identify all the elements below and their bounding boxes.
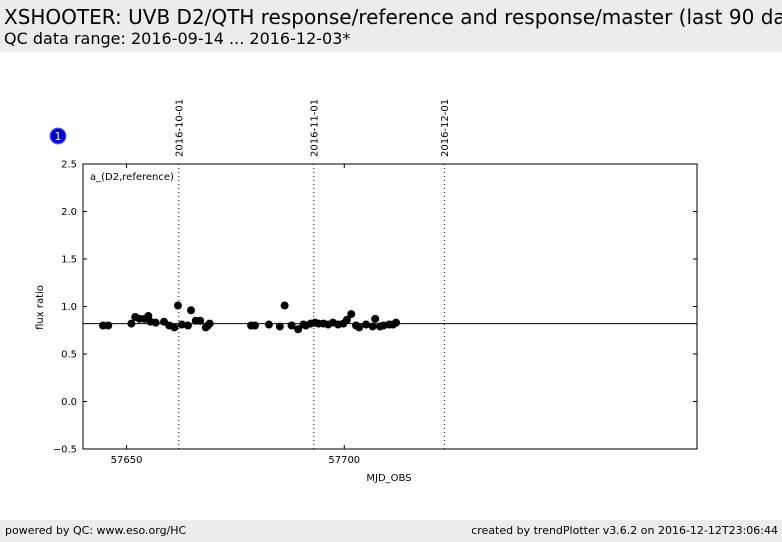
y-tick-label: 0.0 — [61, 397, 77, 408]
x-axis-title: MJD_OBS — [366, 473, 411, 484]
y-tick-label: 1.5 — [61, 255, 77, 266]
data-point — [392, 318, 401, 327]
data-point — [104, 321, 113, 330]
data-point — [183, 321, 192, 330]
panel-number-badge — [49, 127, 67, 145]
x-tick-label: 57650 — [111, 455, 143, 466]
data-point — [347, 310, 356, 319]
data-range-subtitle: QC data range: 2016-09-14 ... 2016-12-03… — [4, 29, 351, 48]
data-point — [294, 325, 303, 334]
footer-bar: powered by QC: www.eso.org/HC created by… — [0, 520, 782, 542]
footer-created-by: created by trendPlotter v3.6.2 on 2016-1… — [471, 524, 778, 537]
y-tick-label: 2.5 — [61, 160, 77, 171]
data-point — [264, 320, 273, 329]
data-point — [287, 321, 296, 330]
y-tick-label: 1.0 — [61, 302, 77, 313]
data-point — [173, 301, 182, 310]
y-tick-label: 0.5 — [61, 350, 77, 361]
date-marker-label: 2016-11-01 — [309, 99, 320, 157]
data-point — [170, 323, 179, 332]
data-point — [177, 320, 186, 329]
data-point — [355, 323, 364, 332]
page-title: XSHOOTER: UVB D2/QTH response/reference … — [4, 5, 782, 29]
data-point — [127, 319, 136, 328]
data-point — [362, 320, 371, 329]
data-point — [151, 318, 160, 327]
series-annotation: a_(D2,reference) — [90, 172, 174, 183]
data-point — [196, 316, 205, 325]
date-marker-label: 2016-12-01 — [440, 99, 451, 157]
y-tick-label: −0.5 — [53, 445, 77, 456]
data-point — [280, 301, 289, 310]
data-point — [371, 314, 380, 323]
x-tick-label: 57700 — [328, 455, 360, 466]
panel-number-label: 1 — [55, 130, 62, 143]
y-tick-label: 2.0 — [61, 207, 77, 218]
data-point — [186, 306, 195, 315]
data-point — [275, 322, 284, 331]
data-point — [368, 322, 377, 331]
data-point — [251, 321, 260, 330]
data-point — [342, 315, 351, 324]
header-bar: XSHOOTER: UVB D2/QTH response/reference … — [0, 0, 782, 52]
y-axis-title: flux ratio — [35, 285, 46, 330]
date-marker-label: 2016-10-01 — [174, 99, 185, 157]
data-point — [205, 319, 214, 328]
footer-powered-by: powered by QC: www.eso.org/HC — [5, 524, 187, 537]
